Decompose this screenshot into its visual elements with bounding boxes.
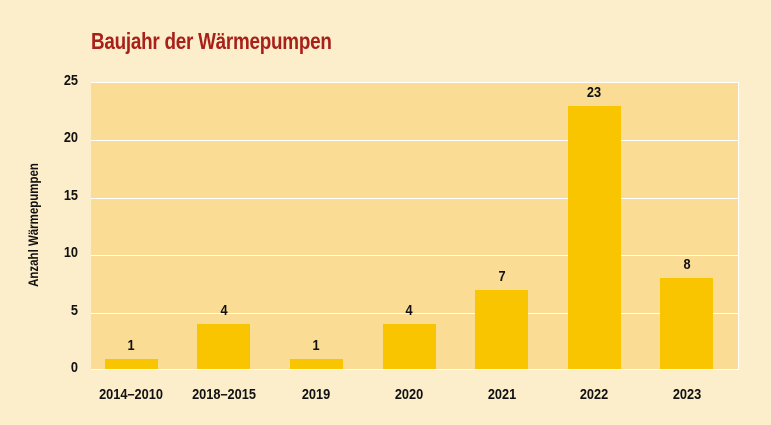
bar (567, 105, 621, 370)
bar-value-label: 8 (683, 256, 691, 274)
bar (475, 289, 529, 370)
bar-value-label: 4 (405, 302, 413, 320)
chart-title: Baujahr der Wärmepumpen (91, 28, 332, 54)
x-axis-baseline (91, 369, 739, 370)
bar-value-label: 7 (498, 267, 506, 285)
gridline (91, 312, 738, 314)
y-tick-label: 25 (63, 72, 78, 89)
y-axis-label: Anzahl Wärmepumpen (25, 163, 41, 287)
bar-value-label: 4 (220, 302, 228, 320)
bar (382, 324, 436, 370)
gridline (91, 255, 738, 257)
bar (104, 358, 158, 370)
bar (289, 358, 343, 370)
x-tick-label: 2022 (579, 386, 609, 403)
y-tick-label: 5 (70, 301, 78, 319)
bar-value-label: 23 (587, 83, 602, 101)
x-tick-label: 2019 (302, 386, 331, 403)
y-tick-label: 0 (70, 359, 78, 376)
x-tick-label: 2018–2015 (191, 386, 256, 403)
y-tick-label: 15 (63, 186, 78, 204)
gridline (91, 197, 738, 199)
bar-value-label: 1 (312, 336, 320, 354)
x-tick-label: 2023 (672, 386, 701, 403)
x-tick-label: 2020 (394, 386, 424, 403)
x-tick-label: 2014–2010 (99, 386, 164, 403)
y-tick-label: 20 (63, 129, 78, 147)
bar-value-label: 1 (127, 336, 135, 354)
bar (660, 278, 714, 370)
y-tick-label: 10 (63, 244, 78, 262)
bar (197, 324, 251, 370)
gridline (91, 140, 738, 142)
plot-area: 1 4 1 4 7 23 8 (91, 82, 739, 370)
x-tick-label: 2021 (487, 386, 516, 403)
